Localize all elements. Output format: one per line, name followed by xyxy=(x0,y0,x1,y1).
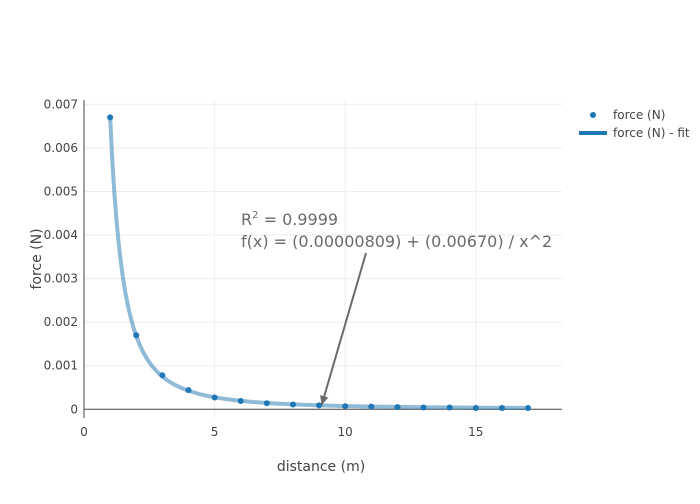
data-point[interactable] xyxy=(211,394,218,401)
x-tick-label: 15 xyxy=(468,425,483,439)
fit-line xyxy=(108,116,529,410)
x-axis-title: distance (m) xyxy=(277,459,365,475)
data-point[interactable] xyxy=(185,387,192,394)
data-point[interactable] xyxy=(368,403,375,410)
y-tick-label: 0.002 xyxy=(44,315,78,329)
y-tick-label: 0.007 xyxy=(44,97,78,111)
data-point[interactable] xyxy=(420,404,427,411)
y-tick-label: 0 xyxy=(70,402,78,416)
data-point[interactable] xyxy=(289,401,296,408)
y-axis-title: force (N) xyxy=(29,228,45,289)
annotation: R2 = 0.9999 f(x) = (0.00000809) + (0.0067… xyxy=(241,210,552,406)
data-point[interactable] xyxy=(133,332,140,339)
data-point[interactable] xyxy=(446,404,453,411)
data-point[interactable] xyxy=(394,404,401,411)
points xyxy=(107,114,532,411)
data-point[interactable] xyxy=(237,398,244,405)
data-point[interactable] xyxy=(159,372,166,379)
data-point[interactable] xyxy=(498,404,505,411)
grid xyxy=(84,100,562,418)
legend[interactable]: force (N) force (N) - fit xyxy=(579,108,690,140)
annotation-r2-text: R2 = 0.9999 xyxy=(241,210,338,229)
x-tick-label: 0 xyxy=(80,425,88,439)
y-tick-label: 0.005 xyxy=(44,184,78,198)
fit-layer xyxy=(108,116,529,410)
legend-item-fit[interactable]: force (N) - fit xyxy=(613,126,690,140)
data-point[interactable] xyxy=(263,400,270,407)
annotation-arrowhead xyxy=(320,395,329,405)
data-point[interactable] xyxy=(107,114,114,121)
legend-marker-icon xyxy=(590,112,596,118)
axes: 0 0.001 0.002 0.003 0.004 0.005 0.006 0.007 0 5 10… xyxy=(44,97,562,439)
x-tick-label: 5 xyxy=(211,425,219,439)
legend-item-force[interactable]: force (N) xyxy=(613,108,665,122)
data-point[interactable] xyxy=(342,403,349,410)
x-tick-label: 10 xyxy=(338,425,353,439)
y-tick-label: 0.006 xyxy=(44,141,78,155)
data-point[interactable] xyxy=(472,404,479,411)
data-point[interactable] xyxy=(316,402,323,409)
annotation-arrow xyxy=(320,252,367,406)
data-point[interactable] xyxy=(525,404,532,411)
annotation-equation: f(x) = (0.00000809) + (0.00670) / x^2 xyxy=(241,232,552,251)
y-tick-label: 0.004 xyxy=(44,228,78,242)
y-tick-label: 0.003 xyxy=(44,272,78,286)
y-tick-label: 0.001 xyxy=(44,359,78,373)
